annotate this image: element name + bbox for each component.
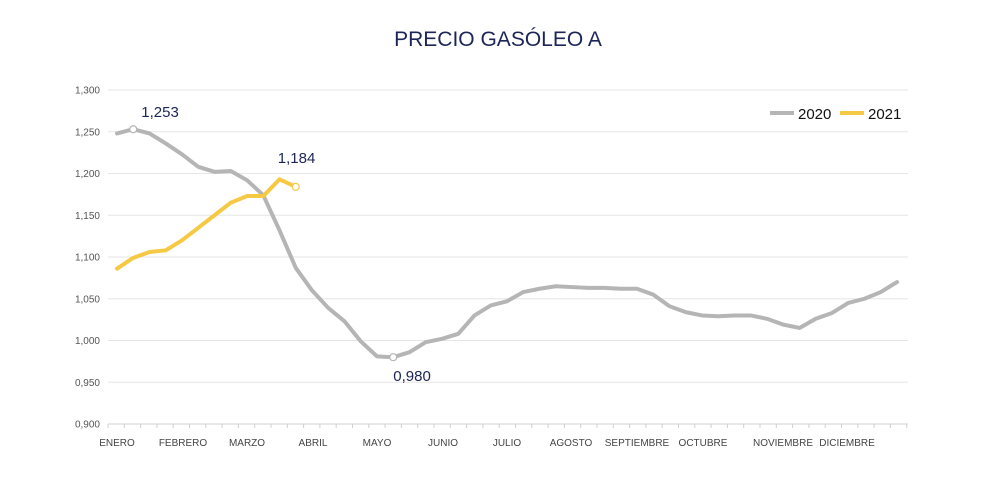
series-line-2020 [115,127,899,360]
x-tick-label: NOVIEMBRE [753,438,813,449]
x-tick-label: ENERO [99,438,135,449]
data-label: 1,184 [278,150,316,167]
y-tick-label: 0,950 [75,378,100,389]
data-point-marker [389,353,398,362]
y-tick-label: 1,250 [75,127,100,138]
data-point-marker [291,182,300,191]
series-line-2021 [115,177,298,271]
x-tick-label: JUNIO [428,438,458,449]
legend-label-2020: 2020 [798,106,831,123]
x-tick-label: ABRIL [299,438,328,449]
y-tick-label: 1,100 [75,253,100,264]
y-tick-label: 1,300 [75,86,100,97]
data-point-marker [129,125,138,134]
chart-title: PRECIO GASÓLEO A [394,28,602,51]
data-label: 0,980 [393,368,431,385]
legend-label-2021: 2021 [868,106,901,123]
x-tick-label: DICIEMBRE [819,438,875,449]
x-tick-label: SEPTIEMBRE [605,438,670,449]
x-tick-label: JULIO [493,438,522,449]
y-tick-label: 1,000 [75,336,100,347]
data-label: 1,253 [141,104,179,121]
x-tick-label: AGOSTO [550,438,593,449]
y-tick-label: 1,150 [75,211,100,222]
x-tick-label: FEBRERO [159,438,208,449]
y-tick-label: 0,900 [75,420,100,431]
x-tick-label: MAYO [363,438,392,449]
y-tick-label: 1,200 [75,169,100,180]
x-tick-label: MARZO [229,438,265,449]
y-tick-label: 1,050 [75,294,100,305]
x-tick-label: OCTUBRE [679,438,728,449]
